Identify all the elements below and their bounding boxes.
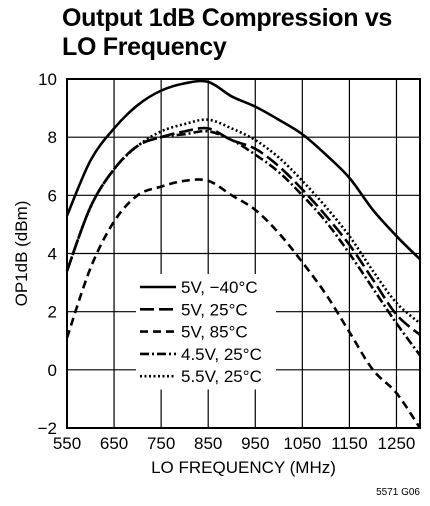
y-tick-label-1: 0 [48,361,57,380]
series-line-0 [65,79,421,261]
x-tick-label-3: 850 [194,434,222,453]
x-tick-label-4: 950 [241,434,269,453]
figure-code: 5571 G06 [376,487,420,498]
chart-title-line-1: Output 1dB Compression vs [62,4,393,32]
legend-label-3: 4.5V, 25°C [181,345,262,364]
x-tick-label-5: 1050 [283,434,321,453]
legend-label-2: 5V, 85°C [181,323,248,342]
y-axis-label: OP1dB (dBm) [12,201,31,307]
y-tick-label-0: −2 [38,419,57,438]
y-tick-label-3: 4 [48,245,57,264]
x-tick-label-7: 1250 [378,434,416,453]
series-lines [65,79,422,429]
chart-title: Output 1dB Compression vs LO Frequency [62,4,422,62]
series-line-4 [65,118,421,325]
x-tick-label-6: 1150 [331,434,368,453]
legend-label-1: 5V, 25°C [181,300,248,319]
y-tick-label-5: 8 [48,128,57,147]
x-axis-label: LO FREQUENCY (MHz) [151,458,336,477]
x-tick-label-1: 650 [100,434,128,453]
y-tick-label-2: 2 [48,303,57,322]
chart-title-line-2: LO Frequency [62,33,227,61]
x-tick-label-0: 550 [53,434,81,453]
series-line-2 [65,178,422,429]
plot-frame [66,78,421,429]
tick-labels: 550 650 750 850 950 1050 1150 1250 −2 0 2 4 6 8 10 [38,70,416,453]
legend-label-0: 5V, −40°C [181,278,258,297]
y-tick-label-4: 6 [48,186,57,205]
y-tick-label-6: 10 [38,70,57,89]
legend: 5V, −40°C 5V, 25°C 5V, 85°C 4.5V, 25°C 5.5V,… [136,274,276,390]
legend-label-4: 5.5V, 25°C [181,367,262,386]
x-tick-label-2: 750 [147,434,175,453]
